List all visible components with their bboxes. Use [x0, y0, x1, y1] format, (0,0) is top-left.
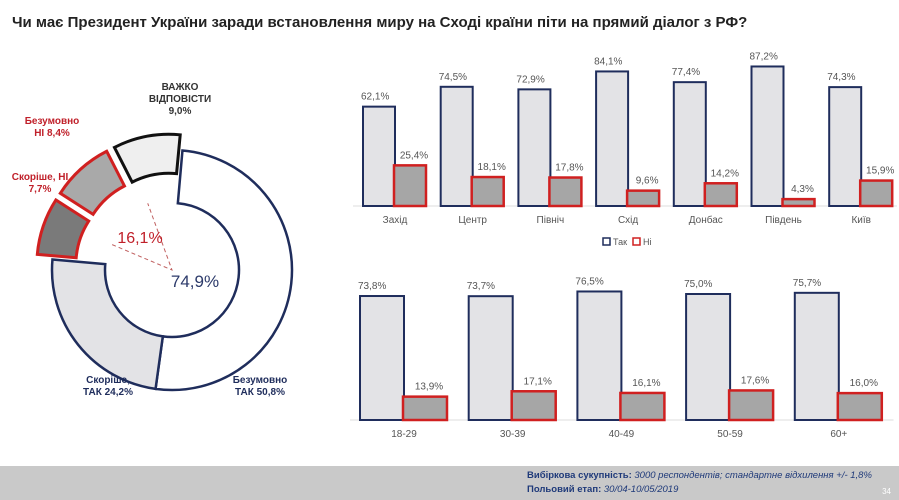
- slide-title: Чи має Президент України заради встановл…: [12, 14, 748, 31]
- legend-label-no: Ні: [643, 237, 652, 247]
- donut-slice-label: Скоріше,: [86, 375, 130, 386]
- age-bar-yes: [793, 291, 840, 422]
- age-bar-yes: [359, 295, 405, 421]
- age-bar-no: [727, 389, 775, 422]
- donut-slice-label: 9,0%: [169, 106, 192, 117]
- age-data-label: 73,7%: [467, 281, 495, 292]
- region-data-label: 18,1%: [478, 162, 506, 173]
- region-data-label: 4,3%: [791, 184, 814, 195]
- region-data-label: 84,1%: [594, 56, 622, 67]
- age-category-label: 40-49: [609, 429, 635, 440]
- page-number: 34: [882, 487, 891, 496]
- region-category-label: Захід: [383, 215, 408, 226]
- region-bar-yes: [828, 86, 863, 207]
- age-category-label: 18-29: [391, 429, 417, 440]
- region-bar-no: [781, 197, 816, 208]
- age-data-label: 13,9%: [415, 382, 443, 393]
- age-bar-yes: [467, 295, 514, 421]
- region-data-label: 87,2%: [750, 51, 778, 62]
- footer: Вибіркова сукупність: 3000 респондентів;…: [0, 466, 899, 500]
- region-bar-no: [625, 189, 661, 208]
- region-bar-no: [392, 164, 428, 208]
- age-category-label: 50-59: [717, 429, 743, 440]
- age-data-label: 17,6%: [741, 375, 769, 386]
- region-data-label: 74,5%: [439, 72, 467, 83]
- age-category-label: 60+: [830, 429, 847, 440]
- region-data-label: 72,9%: [516, 74, 544, 85]
- region-bar-yes: [672, 81, 707, 207]
- age-data-label: 75,7%: [793, 278, 821, 289]
- region-data-label: 62,1%: [361, 92, 389, 103]
- donut-slice-label: 7,7%: [29, 184, 52, 195]
- region-bar-no: [548, 176, 583, 208]
- field-info: Польовий етап: 30/04-10/05/2019: [527, 484, 678, 495]
- no-share-indicator: [111, 203, 173, 271]
- field-label: Польовий етап:: [527, 484, 602, 495]
- donut-slice: [35, 197, 91, 260]
- age-bar-no: [510, 390, 557, 422]
- age-data-label: 17,1%: [524, 376, 552, 387]
- donut-slice-label: ВІДПОВІСТИ: [149, 94, 211, 105]
- age-data-label: 16,0%: [850, 378, 878, 389]
- region-data-label: 77,4%: [672, 67, 700, 78]
- donut-slice-label: Скоріше, НІ: [12, 172, 69, 183]
- age-data-label: 75,0%: [684, 279, 712, 290]
- age-bar-yes: [576, 290, 623, 422]
- donut-slice: [112, 132, 182, 185]
- region-data-label: 25,4%: [400, 150, 428, 161]
- region-data-label: 74,3%: [827, 72, 855, 83]
- legend-swatch-no: [632, 237, 641, 246]
- age-data-label: 16,1%: [632, 378, 660, 389]
- region-category-label: Північ: [537, 215, 565, 226]
- donut-slice-label: ВАЖКО: [162, 82, 199, 93]
- age-data-label: 76,5%: [575, 276, 603, 287]
- donut-slice: [50, 258, 165, 391]
- age-bar-no: [619, 391, 666, 422]
- sample-value: 3000 респондентів; стандартне відхилення…: [634, 470, 872, 481]
- region-bar-no: [470, 175, 505, 208]
- region-data-label: 9,6%: [636, 176, 659, 187]
- region-bar-yes: [362, 105, 396, 207]
- no-total-label: 16,1%: [117, 230, 162, 247]
- legend-swatch-yes: [602, 237, 611, 246]
- age-bar-yes: [685, 293, 732, 421]
- region-bar-no: [858, 179, 894, 208]
- region-bar-yes: [750, 65, 785, 208]
- age-data-label: 73,8%: [358, 281, 386, 292]
- sample-info: Вибіркова сукупність: 3000 респондентів;…: [527, 470, 872, 481]
- age-bar-no: [836, 391, 884, 422]
- age-category-label: 30-39: [500, 429, 526, 440]
- yes-total-label: 74,9%: [171, 272, 219, 291]
- region-bar-yes: [439, 85, 474, 207]
- donut-slice-label: ТАК 50,8%: [235, 387, 285, 398]
- donut-slice: [58, 149, 127, 217]
- region-data-label: 14,2%: [711, 168, 739, 179]
- sample-label: Вибіркова сукупність:: [527, 470, 632, 481]
- donut-slice-label: НІ 8,4%: [34, 128, 70, 139]
- donut-slice: [154, 149, 294, 392]
- region-bar-no: [703, 182, 739, 208]
- region-data-label: 17,8%: [555, 163, 583, 174]
- region-category-label: Південь: [765, 215, 802, 226]
- region-category-label: Київ: [851, 215, 871, 226]
- region-bar-yes: [517, 88, 552, 207]
- region-bar-yes: [595, 70, 630, 207]
- donut-slice-label: ТАК 24,2%: [83, 387, 133, 398]
- region-category-label: Центр: [458, 215, 487, 226]
- age-bar-no: [401, 395, 449, 422]
- region-data-label: 15,9%: [866, 166, 894, 177]
- donut-slice-label: Безумовно: [25, 116, 80, 127]
- donut-slice-label: Безумовно: [233, 375, 288, 386]
- region-category-label: Донбас: [689, 214, 723, 226]
- region-category-label: Схід: [618, 215, 638, 226]
- legend-label-yes: Так: [613, 237, 627, 247]
- field-value: 30/04-10/05/2019: [603, 484, 679, 495]
